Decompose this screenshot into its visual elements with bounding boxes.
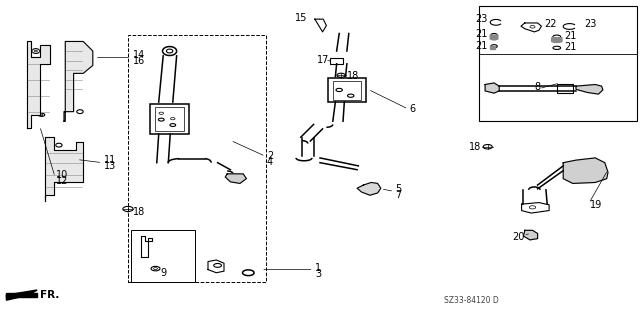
Text: 11: 11 (104, 155, 116, 165)
Text: FR.: FR. (40, 290, 59, 300)
Text: 23: 23 (584, 19, 596, 29)
Polygon shape (6, 290, 37, 300)
Polygon shape (552, 38, 562, 42)
Text: 1: 1 (315, 263, 321, 273)
Text: 18: 18 (469, 142, 481, 152)
Text: 12: 12 (56, 176, 68, 186)
Text: 22: 22 (544, 19, 557, 29)
Text: 13: 13 (104, 161, 116, 171)
Text: 6: 6 (410, 104, 416, 114)
Text: 16: 16 (132, 56, 145, 66)
Bar (128, 35, 266, 282)
Polygon shape (357, 182, 381, 195)
Bar (479, 6, 637, 121)
Text: 3: 3 (315, 269, 321, 279)
Text: 21: 21 (476, 41, 488, 51)
Text: 8: 8 (534, 82, 540, 93)
Bar (557, 84, 573, 93)
Bar (131, 230, 195, 282)
Text: 15: 15 (295, 13, 307, 23)
Text: 7: 7 (396, 190, 402, 200)
Polygon shape (225, 174, 246, 183)
Text: 19: 19 (590, 200, 602, 210)
Text: 21: 21 (564, 42, 577, 52)
Polygon shape (524, 230, 538, 240)
Bar (333, 81, 361, 100)
Text: 4: 4 (267, 157, 273, 167)
Polygon shape (563, 158, 608, 183)
Polygon shape (6, 293, 37, 297)
Bar (330, 58, 343, 64)
Text: 2: 2 (267, 151, 273, 161)
Bar (155, 107, 184, 131)
Text: 10: 10 (56, 170, 68, 180)
Bar (150, 104, 189, 134)
Polygon shape (45, 137, 83, 201)
Text: 14: 14 (132, 50, 145, 60)
Text: SZ33-84120 D: SZ33-84120 D (444, 296, 499, 305)
Polygon shape (490, 35, 498, 40)
Polygon shape (485, 83, 499, 93)
Text: 5: 5 (396, 184, 402, 194)
Text: 18: 18 (347, 71, 359, 81)
Bar (328, 78, 366, 102)
Text: 17: 17 (317, 55, 329, 65)
Text: 9: 9 (160, 268, 166, 278)
Polygon shape (576, 85, 603, 94)
Text: 23: 23 (476, 14, 488, 24)
Polygon shape (64, 41, 93, 121)
Text: 21: 21 (476, 29, 488, 40)
Text: 18: 18 (132, 207, 145, 217)
Polygon shape (27, 41, 50, 128)
Text: 20: 20 (513, 232, 525, 242)
Polygon shape (490, 46, 495, 49)
Text: 21: 21 (564, 31, 577, 41)
